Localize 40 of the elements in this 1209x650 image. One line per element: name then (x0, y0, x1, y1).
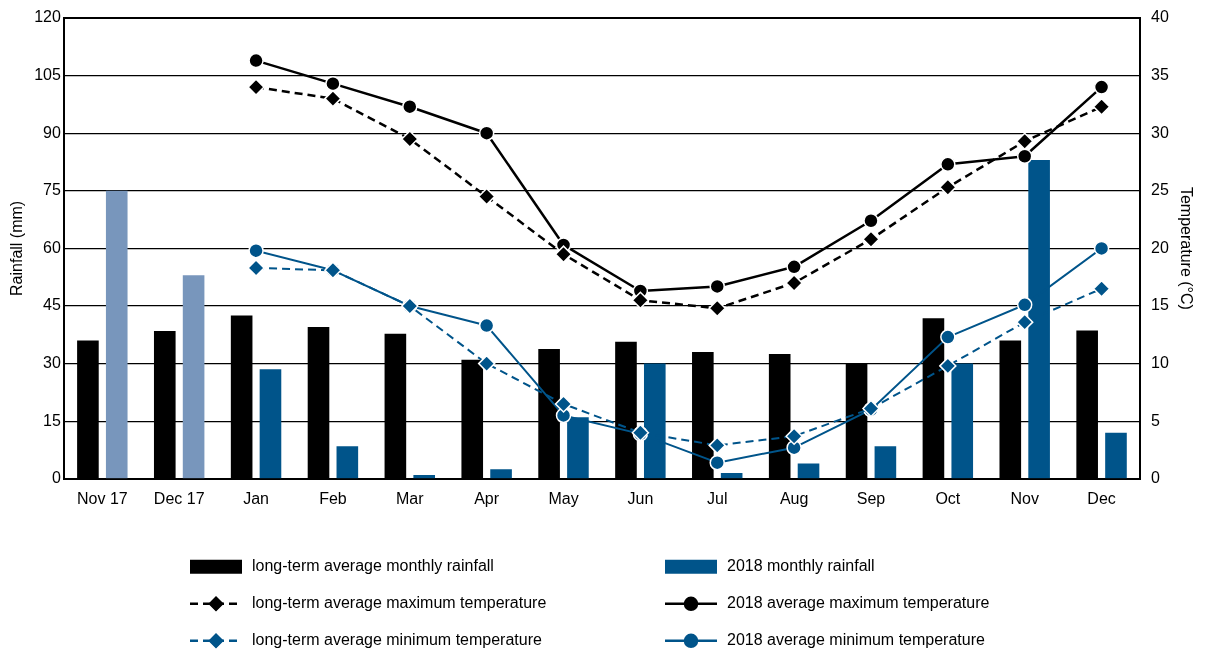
x-tick-label: Dec 17 (153, 489, 205, 507)
y2-tick-label: 10 (1151, 354, 1169, 372)
y-tick-label: 120 (34, 8, 61, 26)
x-tick-label: Apr (474, 489, 500, 507)
x-tick-label: Nov (1010, 489, 1039, 507)
legend-label: 2018 average maximum temperature (727, 594, 990, 612)
x-tick-label: Aug (779, 489, 809, 507)
x-tick-label: Sep (856, 489, 886, 507)
x-tick-label: Dec (1087, 489, 1116, 507)
x-tick-label: Mar (396, 489, 425, 507)
x-tick-label: Nov 17 (76, 489, 128, 507)
y2-axis-title: Temperature (°C) (1177, 186, 1195, 310)
legend-label: 2018 average minimum temperature (727, 631, 986, 649)
y2-tick-label: 40 (1151, 8, 1169, 26)
y-tick-label: 75 (43, 181, 61, 199)
y2-tick-label: 25 (1151, 181, 1169, 199)
y2-tick-label: 0 (1151, 469, 1160, 487)
y2-tick-label: 35 (1151, 66, 1169, 84)
y-tick-label: 30 (43, 354, 61, 372)
legend-label: 2018 monthly rainfall (727, 557, 875, 575)
y2-tick-label: 30 (1151, 123, 1169, 141)
x-tick-label: May (548, 489, 579, 507)
y2-tick-label: 5 (1151, 411, 1160, 429)
y-tick-label: 0 (51, 469, 61, 487)
y-tick-label: 45 (43, 296, 61, 314)
y2-tick-label: 15 (1151, 296, 1169, 314)
y-tick-label: 90 (43, 123, 61, 141)
y-tick-label: 15 (43, 411, 61, 429)
x-tick-label: Oct (935, 489, 961, 507)
y-axis-title: Rainfall (mm) (8, 200, 26, 296)
y2-tick-label: 20 (1151, 238, 1169, 256)
legend-label: long-term average monthly rainfall (252, 557, 494, 575)
legend-label: long-term average maximum temperature (252, 594, 547, 612)
x-tick-label: Jun (627, 489, 654, 507)
legend-label: long-term average minimum temperature (252, 631, 542, 649)
x-tick-label: Jan (243, 489, 269, 507)
y-tick-label: 60 (43, 238, 61, 256)
y-tick-label: 105 (34, 66, 61, 84)
x-tick-label: Jul (707, 489, 728, 507)
x-tick-label: Feb (319, 489, 347, 507)
